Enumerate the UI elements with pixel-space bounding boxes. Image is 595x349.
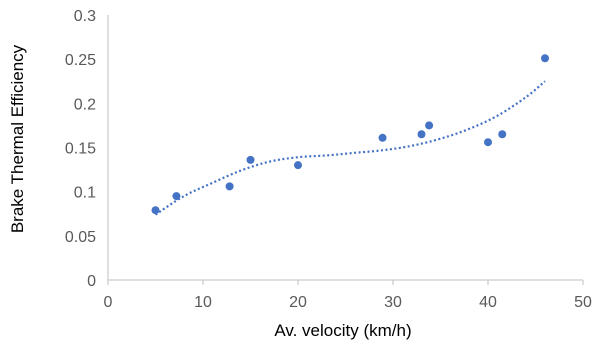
data-point [541,54,549,62]
y-tick-labels: 0 0.05 0.1 0.15 0.2 0.25 0.3 [65,8,96,290]
data-point [425,121,433,129]
x-tick-label: 40 [479,294,497,311]
x-tick-marks [108,280,583,285]
y-tick-label: 0.3 [74,8,96,25]
x-tick-label: 10 [194,294,212,311]
data-point [379,134,387,142]
data-points [152,54,550,214]
x-tick-label: 50 [574,294,592,311]
x-tick-label: 0 [104,294,113,311]
y-tick-label: 0.1 [74,185,96,202]
y-tick-label: 0.2 [74,96,96,113]
data-point [172,192,180,200]
data-point [498,130,506,138]
data-point [418,130,426,138]
y-tick-label: 0.05 [65,229,96,246]
x-axis-title: Av. velocity (km/h) [274,321,411,340]
x-tick-labels: 0 10 20 30 40 50 [104,294,592,311]
y-tick-label: 0.15 [65,141,96,158]
y-axis-title: Brake Thermal Efficiency [8,44,27,233]
data-point [226,182,234,190]
x-tick-label: 20 [289,294,307,311]
y-tick-label: 0.25 [65,52,96,69]
y-tick-label: 0 [87,273,96,290]
data-point [484,138,492,146]
data-point [152,206,160,214]
trendline [156,81,546,214]
data-point [247,156,255,164]
plot-area: 0 0.05 0.1 0.15 0.2 0.25 0.3 0 10 20 30 40 50 [65,8,592,311]
data-point [294,161,302,169]
x-tick-label: 30 [384,294,402,311]
